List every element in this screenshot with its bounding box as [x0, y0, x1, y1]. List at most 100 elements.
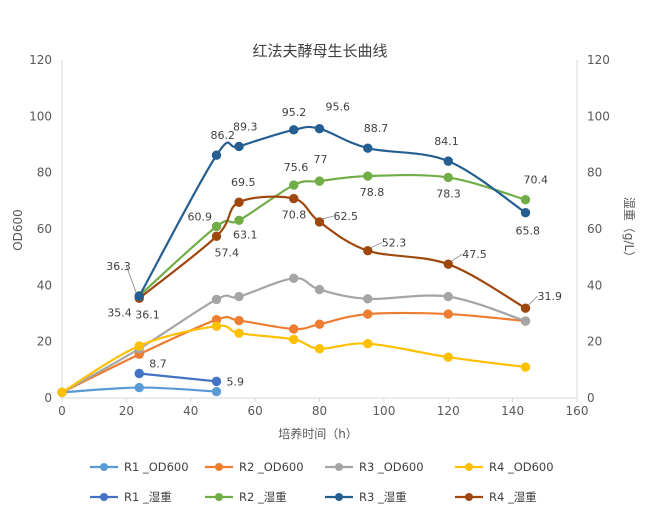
x-tick-label: 0	[58, 404, 66, 418]
legend-label: R2 _湿重	[239, 490, 287, 504]
y-tick-label: 60	[37, 222, 52, 236]
data-point	[520, 362, 531, 372]
data-point	[211, 294, 222, 305]
data-label: 95.2	[282, 106, 307, 119]
data-label: 8.7	[149, 357, 167, 370]
data-point	[234, 315, 244, 326]
legend-item: R2 _湿重	[205, 490, 287, 504]
data-point	[134, 382, 144, 393]
data-label: 5.9	[227, 375, 245, 388]
legend-label: R4 _OD600	[489, 460, 554, 474]
data-point	[234, 328, 244, 338]
legend-item: R1 _OD600	[90, 460, 189, 474]
data-point	[234, 141, 244, 152]
data-point	[314, 176, 325, 186]
series-line	[139, 372, 217, 383]
data-point	[314, 344, 325, 354]
y-tick-label: 20	[37, 335, 52, 349]
data-label: 36.1	[135, 308, 160, 321]
data-point	[57, 387, 67, 398]
data-point	[363, 294, 373, 304]
y2-tick-label: 40	[587, 278, 602, 292]
y-tick-label: 80	[37, 166, 52, 180]
x-tick-label: 100	[372, 404, 395, 418]
data-label: 86.2	[211, 129, 236, 142]
legend-label: R2 _OD600	[239, 460, 304, 474]
data-point	[314, 124, 325, 134]
data-label: 57.4	[215, 246, 240, 259]
legend-swatch-marker	[335, 463, 343, 471]
data-point	[211, 321, 222, 331]
data-point	[520, 195, 531, 205]
data-label: 35.4	[107, 306, 132, 319]
data-label: 47.5	[462, 248, 487, 261]
data-point	[289, 180, 299, 190]
data-point	[289, 193, 299, 204]
x-tick-label: 60	[247, 404, 262, 418]
data-label: 31.9	[538, 290, 563, 303]
y2-tick-label: 80	[587, 166, 602, 180]
series-6	[134, 171, 531, 301]
data-point	[443, 309, 453, 319]
data-point	[211, 150, 222, 160]
label-leader	[125, 265, 137, 293]
data-point	[211, 386, 222, 397]
legend-swatch-marker	[335, 493, 343, 501]
y-tick-label: 0	[44, 391, 52, 405]
y2-tick-label: 20	[587, 335, 602, 349]
series-1	[57, 382, 222, 398]
data-label: 60.9	[188, 210, 213, 223]
data-point	[443, 352, 453, 362]
data-point	[234, 291, 244, 302]
data-point	[443, 259, 453, 269]
legend-swatch-marker	[215, 463, 223, 471]
data-label: 63.1	[233, 228, 258, 241]
x-tick-label: 160	[566, 404, 589, 418]
data-point	[211, 221, 222, 232]
legend-label: R4 _湿重	[489, 490, 537, 504]
legend-swatch-marker	[100, 463, 108, 471]
legend-label: R1 _OD600	[124, 460, 189, 474]
x-tick-label: 80	[312, 404, 327, 418]
data-point	[443, 172, 453, 183]
data-label: 69.5	[231, 176, 256, 189]
data-point	[314, 217, 325, 227]
chart-title: 红法夫酵母生长曲线	[252, 42, 387, 60]
legend-item: R3 _湿重	[325, 490, 407, 504]
legend-label: R1 _湿重	[124, 490, 172, 504]
data-label: 70.4	[524, 174, 549, 187]
data-point	[314, 319, 325, 329]
legend-item: R1 _湿重	[90, 490, 172, 504]
legend-item: R4 _湿重	[455, 490, 537, 504]
series-5	[134, 368, 222, 387]
data-point	[211, 376, 222, 387]
series-layer	[57, 124, 531, 398]
x-tick-label: 40	[183, 404, 198, 418]
legend-item: R3 _OD600	[325, 460, 424, 474]
y-axis-title: OD600	[11, 209, 25, 251]
data-point	[314, 284, 325, 295]
data-point	[234, 215, 244, 225]
data-point	[443, 156, 453, 166]
data-point	[289, 273, 299, 283]
legend: R1 _OD600 R2 _OD600 R3 _OD600 R4 _OD600 R1 _…	[90, 460, 554, 504]
data-point	[289, 125, 299, 135]
x-tick-label: 140	[501, 404, 524, 418]
data-labels: 8.7 5.9 36.3 60.9 63.1 75.6 77 78.8 78.3 70.4 36.1…	[106, 101, 562, 389]
data-point	[211, 231, 222, 242]
data-label: 36.3	[106, 260, 131, 273]
y2-tick-label: 60	[587, 222, 602, 236]
data-point	[363, 245, 373, 256]
legend-label: R3 _OD600	[359, 460, 424, 474]
y2-tick-label: 120	[587, 53, 610, 67]
data-label: 95.6	[326, 101, 351, 114]
data-point	[363, 143, 373, 153]
data-label: 78.3	[436, 187, 461, 200]
legend-item: R2 _OD600	[205, 460, 304, 474]
data-point	[134, 368, 144, 379]
data-point	[289, 334, 299, 345]
y-tick-label: 40	[37, 278, 52, 292]
series-line	[138, 173, 526, 297]
data-point	[234, 197, 244, 207]
data-point	[520, 316, 531, 326]
